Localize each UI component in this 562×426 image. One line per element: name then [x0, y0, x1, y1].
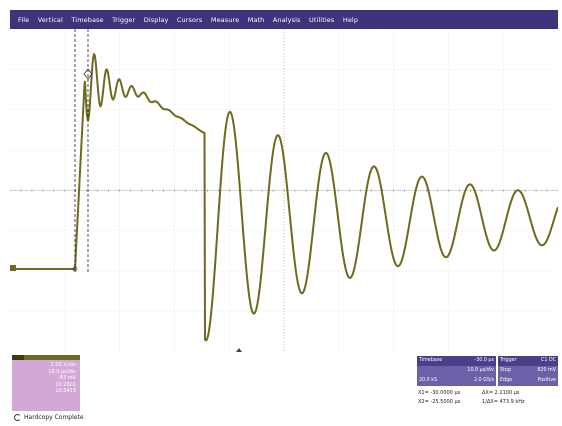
channel-badge — [12, 355, 24, 360]
trigger-position-icon — [236, 348, 242, 352]
cursor-inv-dx: 1/ΔX= 473.9 kHz — [482, 399, 525, 405]
trigger-header[interactable]: Trigger C1 DC — [498, 356, 558, 366]
channel-ground-marker-icon — [10, 265, 16, 271]
channel-value-b: 10.5413 — [55, 388, 76, 395]
menu-trigger[interactable]: Trigger — [112, 15, 136, 24]
timebase-trigger-panel[interactable]: Timebase -30.0 µs 10.0 µs/div 20.0 kS 2.… — [417, 356, 558, 386]
busy-spinner-icon — [14, 414, 21, 421]
trigger-state: Stop 820 mV — [498, 366, 558, 376]
menu-measure[interactable]: Measure — [210, 15, 240, 24]
channel-time-div: 10.0 µs/div — [48, 368, 76, 375]
cursor-readout: X1= -30.0000 µs ΔX= 2.1100 µs X2= -25.50… — [418, 389, 558, 407]
menu-help[interactable]: Help — [342, 15, 359, 24]
timebase-sampling: 20.0 kS 2.0 GS/s — [417, 376, 496, 386]
channel-volts-div: 2.00 V/div — [50, 362, 76, 368]
menu-math[interactable]: Math — [247, 15, 265, 24]
menu-file[interactable]: File — [18, 15, 30, 24]
trigger-slope: Edge Positive — [498, 376, 558, 386]
channel-offset: -83 mV — [57, 375, 76, 382]
menu-display[interactable]: Display — [143, 15, 169, 24]
menu-analysis[interactable]: Analysis — [272, 15, 301, 24]
cursor-x2: X2= -25.5000 µs — [418, 399, 461, 405]
waveform-graticule — [10, 29, 558, 352]
cursor-dx: ΔX= 2.1100 µs — [482, 390, 520, 396]
menu-cursors[interactable]: Cursors — [176, 15, 203, 24]
channel-value-a: 10.2801 — [55, 381, 76, 388]
timebase-scale: 10.0 µs/div — [417, 366, 496, 376]
menu-utilities[interactable]: Utilities — [308, 15, 335, 24]
cursor-x1: X1= -30.0000 µs — [418, 390, 461, 396]
cursor-marker-icon — [72, 266, 78, 272]
menu-vertical[interactable]: Vertical — [37, 15, 63, 24]
menu-bar: File Vertical Timebase Trigger Display Cursor… — [10, 10, 558, 29]
scope-display[interactable] — [10, 29, 558, 352]
waveform-trace — [10, 52, 558, 342]
channel-readout-panel[interactable]: 2.00 V/div 10.0 µs/div -83 mV 10.2801 10… — [12, 355, 80, 411]
timebase-header[interactable]: Timebase -30.0 µs — [417, 356, 496, 366]
status-text: Hardcopy Complete — [24, 414, 84, 421]
cursor-marker-icon — [83, 68, 93, 80]
status-bar: Hardcopy Complete — [14, 414, 84, 421]
menu-timebase[interactable]: Timebase — [71, 15, 104, 24]
